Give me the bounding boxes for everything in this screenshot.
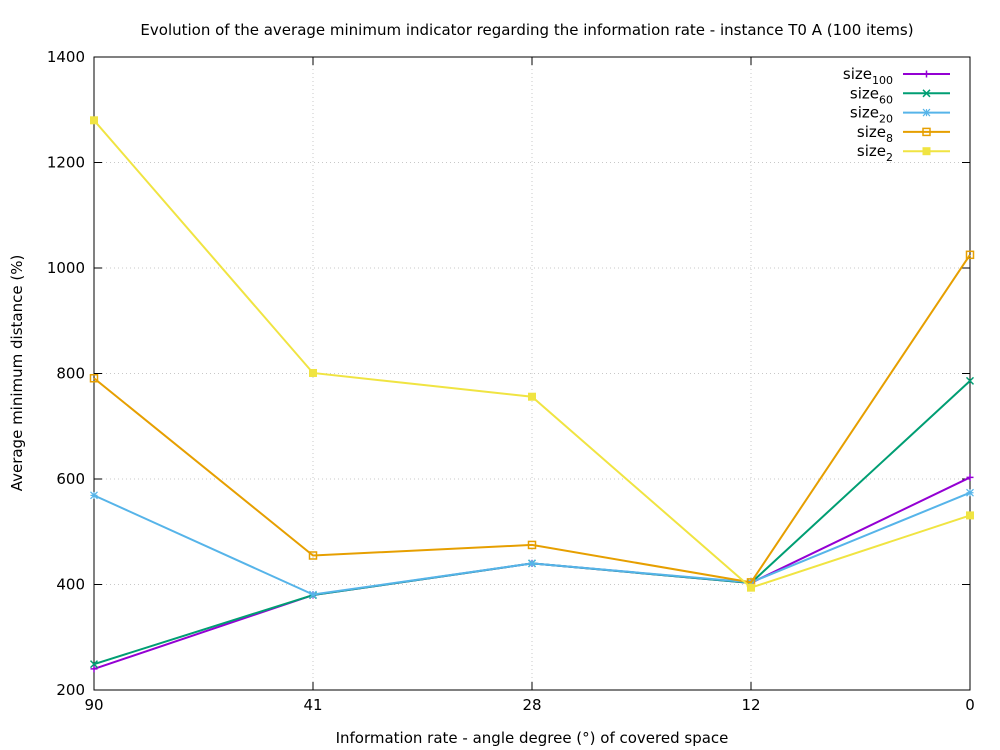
series-size-8 [89,250,975,587]
legend-label-subscript: 20 [879,113,893,126]
x-tick-label: 28 [522,696,541,714]
y-tick-label: 1200 [47,154,85,172]
y-tick-label: 800 [56,365,85,383]
x-axis-label: Information rate - angle degree (°) of c… [336,729,729,747]
legend-item-size-60: size60 [850,84,950,106]
legend-label-subscript: 8 [886,132,893,145]
legend-item-size-8: size8 [857,123,950,145]
chart-title: Evolution of the average minimum indicat… [140,21,913,39]
data-point [966,488,974,497]
y-tick-label: 600 [56,470,85,488]
x-tick-label: 12 [741,696,760,714]
legend-label-name: size [857,123,886,141]
data-point [747,583,755,592]
series-line [93,254,971,584]
legend-label: size20 [850,104,893,126]
data-point [89,373,99,383]
legend-item-size-20: size20 [850,104,950,126]
legend-label-name: size [843,65,872,83]
series-size-2 [90,116,974,592]
data-point [922,89,931,98]
data-point [90,116,98,125]
data-point [965,250,975,260]
legend-label-subscript: 100 [872,74,893,87]
data-point [966,511,974,520]
data-point [922,147,931,156]
data-point [923,70,930,78]
y-tick-label: 1000 [47,259,85,277]
data-point [922,108,931,117]
legend-label-name: size [850,84,879,102]
legend-item-size-2: size2 [857,142,950,164]
legend-item-size-100: size100 [843,65,950,87]
y-tick-label: 400 [56,576,85,594]
y-axis-label: Average minimum distance (%) [8,255,26,492]
legend-label: size100 [843,65,893,87]
x-tick-label: 41 [303,696,322,714]
legend-label-subscript: 2 [886,151,893,164]
legend-label: size60 [850,84,893,106]
legend-label: size8 [857,123,893,145]
data-point [922,127,931,137]
series-layer [89,116,975,673]
data-point [90,665,98,673]
data-point [308,551,318,560]
legend-label-name: size [857,142,886,160]
x-tick-label: 90 [84,696,103,714]
grid [94,57,970,690]
data-point [528,559,536,568]
series-size-60 [89,376,975,669]
data-point [90,491,98,500]
y-tick-label: 200 [56,681,85,699]
series-line [93,491,971,596]
legend-label-name: size [850,104,879,122]
data-point [89,660,99,669]
data-point [966,473,974,481]
data-point [528,392,536,401]
data-point [309,368,317,377]
data-point [309,590,317,599]
data-point [965,376,975,385]
legend-label-subscript: 60 [879,93,893,106]
data-point [527,540,537,550]
y-tick-label: 1400 [47,48,85,66]
x-tick-label: 0 [965,696,975,714]
legend-label: size2 [857,142,893,164]
